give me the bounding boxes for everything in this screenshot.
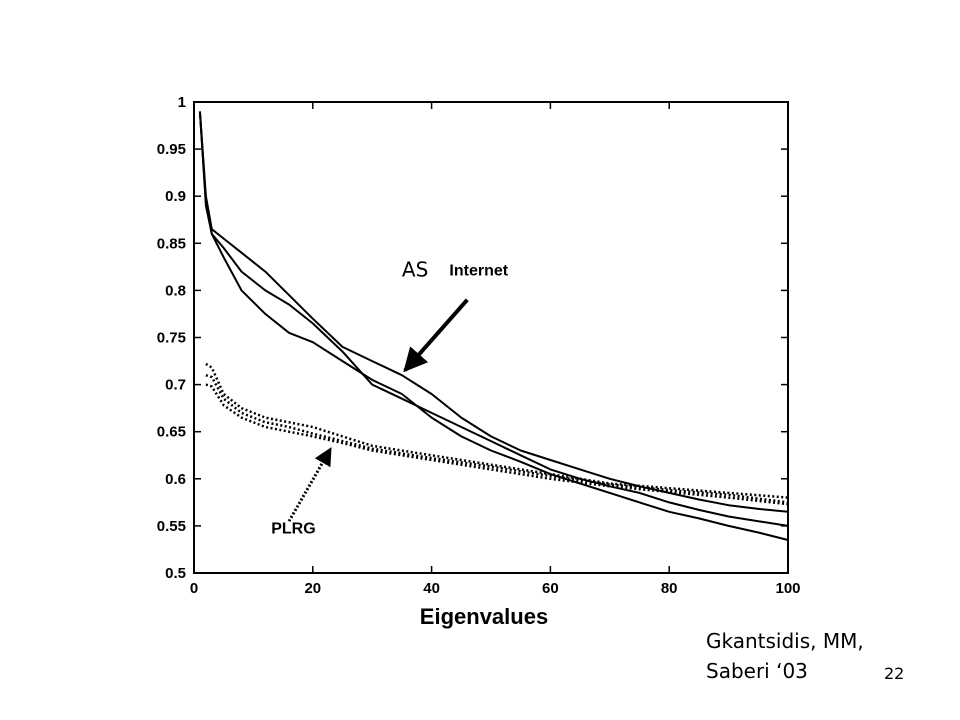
credit-line-1: Gkantsidis, MM, — [706, 629, 864, 653]
plrg-series-line-4 — [205, 374, 789, 504]
y-tick-label: 0.65 — [157, 424, 186, 441]
y-tick-label: 0.8 — [165, 282, 186, 299]
y-tick-label: 0.85 — [157, 235, 186, 252]
x-tick-label: 0 — [190, 580, 198, 597]
plrg-series-line-5 — [205, 383, 789, 506]
internet-series-line-0 — [198, 111, 789, 513]
y-tick-label: 0.7 — [165, 377, 186, 394]
plrg-series-line-3 — [205, 362, 789, 499]
x-tick-label: 100 — [775, 580, 800, 597]
credit: Gkantsidis, MM, Saberi ‘03 — [706, 626, 896, 686]
plot-frame — [193, 101, 789, 574]
annotation-internet: Internet — [449, 262, 508, 279]
y-tick-label: 0.6 — [165, 471, 186, 488]
annotation-as: AS — [402, 257, 428, 281]
x-axis-label: Eigenvalues — [420, 604, 548, 629]
internet-arrow — [403, 298, 469, 373]
internet-series-line-2 — [198, 111, 789, 541]
x-tick-label: 60 — [542, 580, 559, 597]
plrg-arrow — [287, 447, 332, 522]
y-tick-label: 0.9 — [165, 188, 186, 205]
x-tick-label: 40 — [423, 580, 440, 597]
internet-series-line-1 — [198, 111, 789, 527]
y-tick-label: 1 — [178, 94, 186, 111]
annotation-plrg: PLRG — [271, 520, 315, 537]
x-tick-label: 80 — [661, 580, 678, 597]
x-tick-label: 20 — [304, 580, 321, 597]
y-tick-label: 0.55 — [157, 518, 186, 535]
y-tick-label: 0.5 — [165, 565, 186, 582]
y-tick-label: 0.75 — [157, 330, 186, 347]
page-number: 22 — [884, 664, 905, 683]
y-tick-label: 0.95 — [157, 141, 186, 158]
credit-line-2: Saberi ‘03 — [706, 659, 808, 683]
